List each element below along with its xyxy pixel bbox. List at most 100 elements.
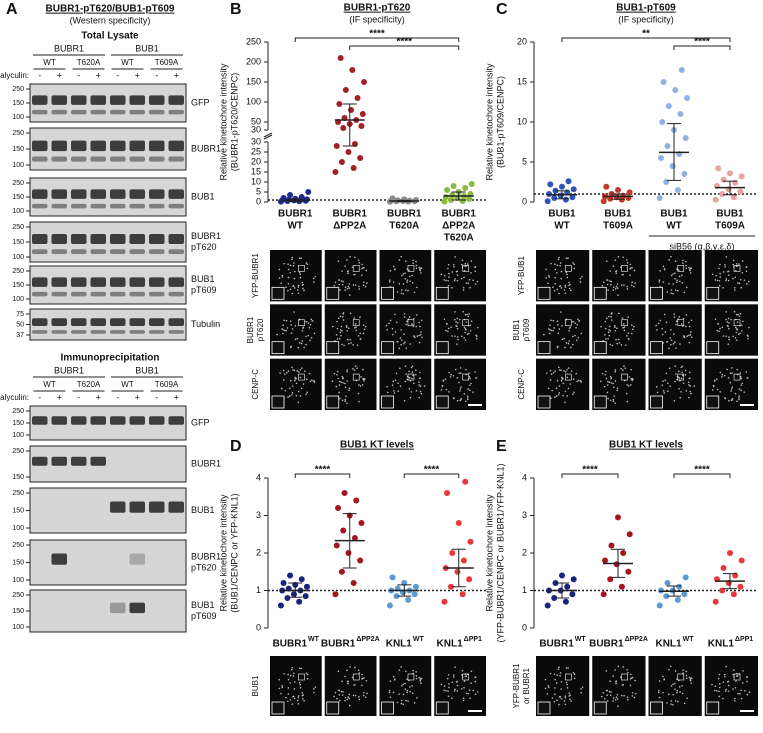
speckle [570, 700, 572, 703]
speckle [420, 682, 422, 685]
speckle [610, 319, 613, 321]
speckle [580, 691, 583, 694]
speckle [339, 397, 341, 400]
mw-label: 250 [12, 542, 24, 549]
speckle [626, 335, 628, 337]
speckle [740, 389, 742, 392]
roi-box [564, 373, 572, 381]
speckle [334, 281, 337, 283]
speckle [606, 384, 609, 386]
data-point [659, 119, 666, 125]
speckle [741, 330, 743, 332]
speckle [292, 369, 294, 371]
speckle [662, 281, 665, 283]
roi-box [733, 265, 741, 272]
speckle [456, 270, 459, 273]
speckle [294, 379, 296, 382]
data-point [570, 186, 577, 193]
blot-band [149, 95, 165, 105]
speckle [341, 399, 344, 402]
y-tick-label: 15 [517, 76, 527, 86]
speckle [693, 385, 696, 387]
speckle [287, 276, 290, 279]
speckle [456, 684, 459, 687]
speckle [287, 673, 289, 676]
speckle [607, 331, 610, 334]
significance-bracket [349, 45, 460, 50]
speckle [681, 282, 684, 284]
speckle [735, 680, 737, 682]
speckle [633, 325, 635, 328]
data-point [620, 550, 627, 556]
speckle [681, 374, 684, 377]
speckle [342, 382, 344, 384]
speckle [298, 257, 301, 260]
speckle [451, 286, 453, 289]
blot-band [149, 330, 165, 334]
category-label: KNL1 [386, 639, 413, 650]
speckle [338, 391, 340, 394]
calyculin-sign: + [57, 392, 62, 402]
speckle [612, 265, 615, 267]
roi-box [621, 373, 628, 381]
speckle [627, 332, 630, 335]
speckle [616, 283, 619, 285]
mw-label: 100 [12, 577, 24, 584]
speckle [722, 697, 724, 700]
speckle [623, 365, 625, 367]
speckle [299, 273, 301, 276]
speckle [446, 677, 449, 680]
speckle [664, 331, 667, 333]
speckle [413, 382, 415, 384]
inset [381, 341, 394, 355]
panel-letter: E [496, 438, 507, 455]
speckle [407, 289, 409, 292]
speckle [740, 697, 743, 700]
speckle [688, 396, 690, 399]
data-point [350, 580, 357, 586]
data-point [676, 583, 683, 590]
speckle [297, 702, 300, 705]
speckle [689, 331, 692, 333]
speckle [349, 255, 351, 258]
category-label: BUBR1 [387, 209, 422, 220]
speckle [718, 330, 720, 333]
blot-band [90, 249, 106, 254]
speckle [560, 680, 563, 683]
speckle [337, 377, 339, 380]
speckle [626, 696, 629, 698]
speckle [727, 680, 730, 683]
blot-band [71, 95, 87, 105]
speckle [302, 287, 304, 290]
speckle [738, 397, 740, 399]
y-tick-label: 20 [251, 156, 261, 166]
speckle [401, 274, 403, 277]
speckle [685, 264, 687, 267]
mw-label: 150 [12, 507, 24, 514]
roi-box [407, 319, 415, 327]
speckle [686, 335, 688, 337]
blot-band [129, 602, 145, 614]
speckle [726, 321, 729, 323]
speckle [415, 267, 418, 270]
speckle [622, 666, 625, 668]
y-axis-label: (BUB1/CENPC or YFP-KNL1) [229, 493, 239, 612]
speckle [293, 369, 296, 372]
speckle [560, 270, 563, 273]
speckle [620, 284, 623, 286]
speckle [677, 700, 679, 703]
mw-label: 250 [12, 490, 24, 497]
speckle [631, 691, 634, 694]
speckle [556, 674, 559, 677]
speckle [674, 260, 677, 262]
speckle [348, 287, 351, 289]
blot-band [71, 189, 87, 199]
speckle [568, 329, 570, 332]
speckle [672, 273, 674, 275]
speckle [284, 389, 287, 392]
speckle [459, 372, 462, 374]
speckle [307, 322, 310, 325]
speckle [345, 326, 348, 329]
speckle [614, 369, 617, 371]
blot-band [51, 156, 67, 162]
